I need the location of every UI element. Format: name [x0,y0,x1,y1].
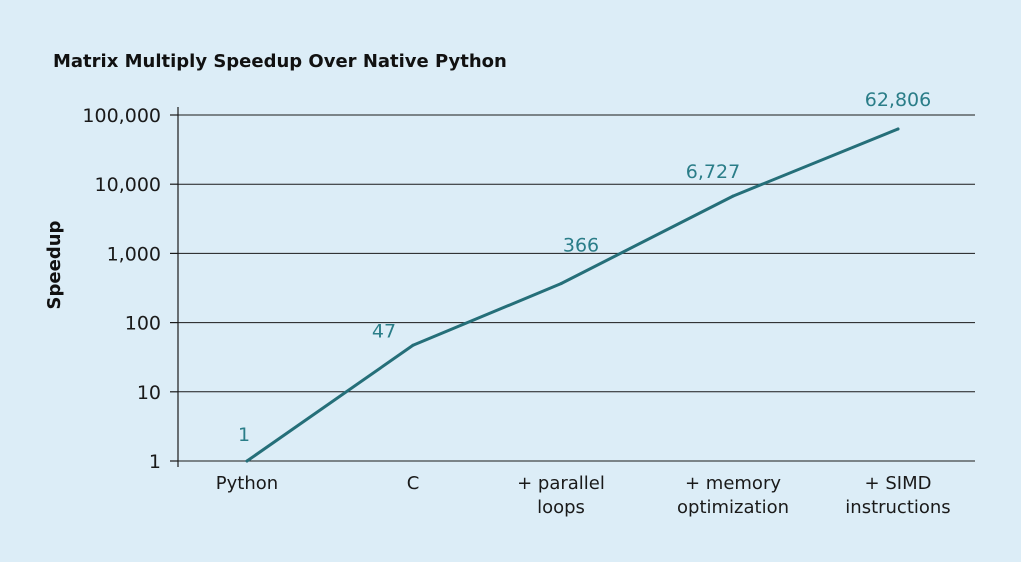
data-label: 6,727 [686,161,740,183]
y-tick-label: 10,000 [95,174,161,196]
data-labels: 1 47 366 6,727 62,806 [238,89,931,446]
data-label: 47 [372,320,396,342]
y-tick-label: 100,000 [82,105,161,127]
y-tick-label: 1 [149,451,161,473]
y-tick-label: 100 [125,313,161,335]
y-axis: 1 10 100 1,000 10,000 100,000 [82,105,179,473]
data-label: 366 [563,235,599,257]
data-point [245,459,249,463]
x-tick-label: C [407,473,420,494]
speedup-series-line [245,127,900,463]
gridlines [178,114,975,462]
x-tick-label: + SIMD instructions [845,473,950,518]
y-tick-label: 10 [137,382,161,404]
x-tick-label: + memory optimization [677,473,789,518]
chart-title: Matrix Multiply Speedup Over Native Pyth… [53,51,507,72]
data-label: 1 [238,424,250,446]
data-point [896,127,900,131]
x-tick-label: + parallel loops [517,473,605,518]
y-tick-label: 1,000 [107,243,161,265]
x-tick-label: Python [216,473,278,494]
x-axis-ticks: Python C + parallel loops + memory optimizati… [216,473,951,518]
y-axis-label: Speedup [44,220,65,309]
series [245,127,900,463]
data-point [559,282,563,286]
data-point [731,194,735,198]
data-label: 62,806 [865,89,931,111]
data-point [411,343,415,347]
